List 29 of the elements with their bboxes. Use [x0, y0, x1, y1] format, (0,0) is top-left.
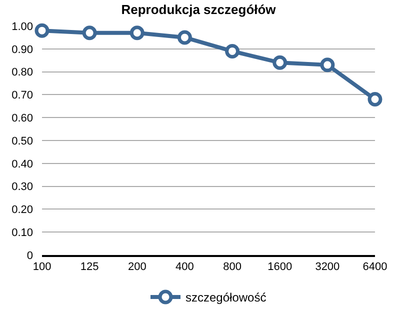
y-tick-label: 0.10 — [12, 226, 33, 239]
x-tick-label: 125 — [80, 261, 99, 274]
x-tick-label: 100 — [32, 261, 52, 274]
y-tick-label: 0.80 — [12, 66, 33, 79]
x-tick-label: 400 — [176, 261, 194, 274]
point — [177, 30, 192, 45]
x-tick-label: 6400 — [362, 261, 388, 274]
point — [320, 58, 335, 72]
x-tick-label: 1600 — [268, 261, 292, 274]
chart-title: Reprodukcja szczegółów — [121, 2, 277, 17]
y-tick-label: 0.70 — [12, 90, 33, 102]
y-tick-label: 1.00 — [12, 20, 33, 33]
y-tick-label: 0 — [26, 250, 33, 262]
y-tick-label: 0.20 — [12, 204, 33, 216]
y-tick-label: 0.50 — [12, 135, 33, 148]
x-tick-label: 3200 — [315, 261, 340, 274]
y-tick-label: 0.60 — [12, 112, 33, 124]
point — [272, 55, 288, 70]
y-tick-label: 0.90 — [12, 44, 33, 56]
x-tick-label: 800 — [223, 261, 242, 274]
y-tick-label: 0.40 — [12, 158, 33, 170]
point — [225, 44, 240, 58]
y-tick-label: 0.30 — [12, 181, 33, 194]
point — [82, 26, 97, 40]
x-tick-label: 200 — [128, 261, 146, 274]
point — [368, 92, 382, 107]
point — [34, 23, 50, 38]
point — [130, 26, 144, 40]
legend-label: szczegółowość — [186, 290, 266, 305]
